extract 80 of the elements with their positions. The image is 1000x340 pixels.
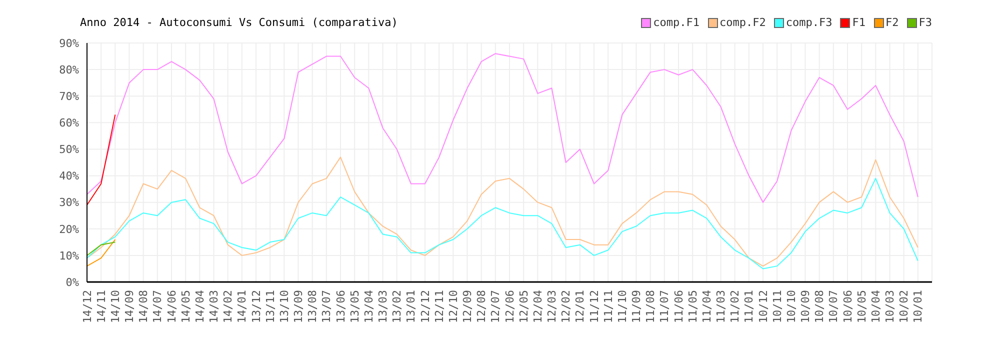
x-tick-label: 11/06 (672, 290, 686, 324)
line-series (87, 53, 918, 203)
x-tick-label: 14/09 (123, 290, 136, 324)
y-tick-label: 80% (59, 63, 80, 76)
x-tick-label: 12/02 (560, 290, 573, 324)
x-tick-label: 10/04 (869, 290, 882, 324)
x-tick-label: 11/03 (714, 290, 728, 324)
x-tick-label: 14/08 (137, 290, 150, 324)
legend-label: comp.F2 (720, 16, 766, 29)
x-tick-label: 10/06 (841, 290, 854, 324)
x-tick-label: 12/10 (446, 290, 460, 324)
x-tick-label: 11/05 (686, 290, 700, 324)
x-tick-label: 11/07 (658, 290, 672, 324)
y-tick-label: 50% (59, 143, 80, 156)
y-tick-label: 90% (59, 36, 80, 50)
x-tick-label: 13/04 (362, 290, 376, 324)
x-tick-label: 14/07 (151, 290, 164, 324)
x-tick-label: 12/04 (531, 290, 544, 324)
x-tick-label: 13/02 (390, 290, 404, 324)
legend-label: F1 (852, 16, 866, 29)
y-tick-label: 60% (59, 116, 80, 130)
x-tick-label: 10/12 (756, 290, 770, 324)
x-tick-label: 10/09 (799, 290, 812, 324)
x-tick-label: 12/08 (475, 290, 488, 324)
x-tick-label: 13/09 (292, 290, 306, 324)
x-tick-label: 12/01 (574, 290, 587, 324)
x-tick-label: 14/06 (165, 290, 178, 324)
x-tick-label: 12/06 (503, 290, 516, 324)
y-tick-label: 20% (59, 222, 80, 236)
y-tick-label: 10% (59, 249, 80, 262)
x-tick-label: 14/02 (222, 290, 235, 324)
y-tick-label: 30% (59, 196, 80, 210)
x-tick-label: 13/12 (250, 290, 263, 324)
x-tick-label: 10/05 (855, 290, 868, 324)
x-tick-label: 12/12 (418, 290, 432, 324)
x-tick-label: 13/11 (264, 290, 277, 324)
x-tick-label: 10/10 (784, 290, 798, 324)
x-tick-label: 13/06 (334, 290, 348, 324)
x-tick-label: 12/07 (489, 290, 502, 324)
x-tick-label: 10/01 (912, 290, 925, 324)
x-tick-label: 10/07 (827, 290, 840, 324)
x-tick-label: 11/10 (616, 290, 629, 324)
x-tick-label: 10/11 (770, 290, 784, 324)
line-series (87, 178, 918, 270)
x-tick-label: 11/11 (602, 290, 615, 324)
x-tick-label: 12/11 (432, 290, 446, 324)
x-tick-label: 10/03 (884, 290, 897, 324)
x-tick-label: 14/01 (236, 290, 249, 324)
x-tick-label: 11/01 (742, 290, 756, 324)
x-tick-label: 11/02 (728, 290, 742, 324)
x-tick-label: 13/05 (348, 290, 362, 324)
x-tick-label: 11/09 (630, 290, 644, 324)
x-tick-label: 11/08 (644, 290, 658, 324)
y-tick-label: 0% (66, 276, 80, 289)
x-tick-label: 13/08 (306, 290, 320, 324)
x-tick-label: 14/05 (179, 290, 192, 324)
y-tick-label: 40% (59, 170, 80, 183)
legend-label: comp.F3 (786, 16, 832, 29)
line-series (87, 156, 918, 267)
y-tick-label: 70% (59, 90, 80, 104)
x-tick-label: 13/07 (320, 290, 334, 324)
x-tick-label: 14/11 (94, 290, 108, 324)
x-tick-label: 11/12 (588, 290, 601, 324)
x-tick-label: 13/01 (404, 290, 418, 324)
x-tick-label: 14/10 (108, 290, 122, 324)
x-tick-label: 12/05 (517, 290, 530, 324)
x-tick-label: 12/03 (546, 290, 559, 324)
x-tick-label: 14/12 (80, 290, 94, 324)
legend-label: comp.F1 (653, 16, 700, 29)
x-tick-label: 14/03 (208, 290, 221, 324)
legend-label: F3 (918, 16, 932, 29)
x-tick-label: 11/04 (700, 290, 714, 324)
x-tick-label: 12/09 (461, 290, 474, 324)
chart-title: Anno 2014 - Autoconsumi Vs Consumi (comparativa) (80, 16, 398, 29)
x-tick-label: 13/03 (376, 290, 390, 324)
x-tick-label: 10/02 (898, 290, 911, 324)
legend-label: F2 (886, 16, 899, 29)
x-tick-label: 13/10 (278, 290, 291, 324)
x-tick-label: 10/08 (813, 290, 826, 324)
x-tick-label: 14/04 (193, 290, 206, 324)
